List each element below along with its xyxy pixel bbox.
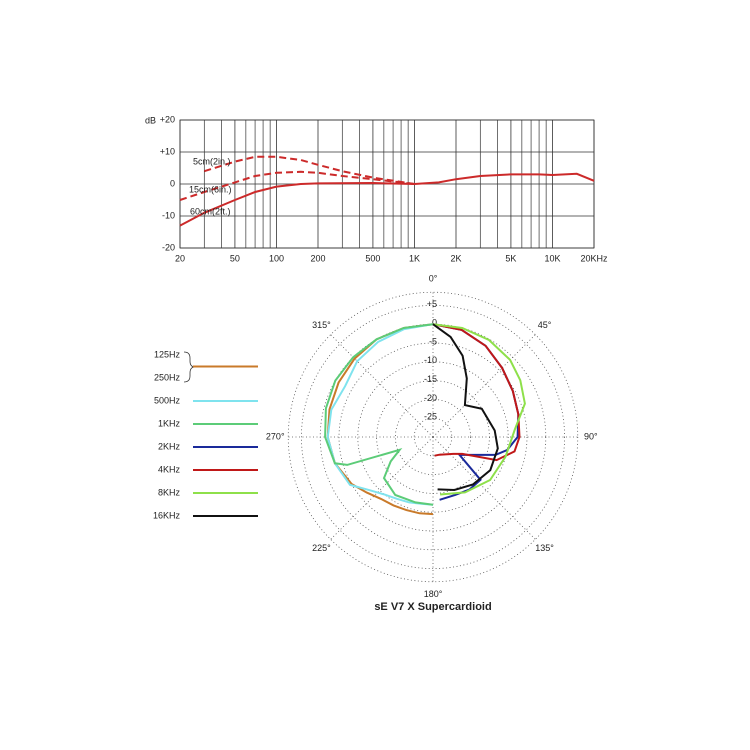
y-tick-label: -10 bbox=[162, 210, 175, 220]
polar-line bbox=[432, 323, 526, 496]
theta-tick-label: 225° bbox=[312, 543, 331, 553]
legend-label: 250Hz bbox=[154, 372, 181, 382]
series-label: 5cm(2in.) bbox=[193, 156, 231, 166]
polar-frame bbox=[287, 291, 579, 583]
theta-tick-label: 45° bbox=[538, 320, 552, 330]
x-tick-label: 2K bbox=[450, 253, 461, 263]
legend-label: 16KHz bbox=[153, 510, 181, 520]
legend-label: 4KHz bbox=[158, 464, 181, 474]
grid-spoke bbox=[432, 436, 536, 540]
theta-tick-label: 135° bbox=[535, 543, 554, 553]
polar-line bbox=[326, 323, 434, 516]
x-tick-label: 50 bbox=[230, 253, 240, 263]
grid-ring bbox=[413, 417, 453, 457]
grid-spoke bbox=[330, 436, 434, 540]
y-tick-label: +20 bbox=[160, 114, 175, 124]
y-tick-label: +10 bbox=[160, 146, 175, 156]
r-tick-label: 0 bbox=[432, 318, 437, 328]
theta-tick-label: 180° bbox=[424, 589, 443, 599]
response-line bbox=[179, 172, 595, 227]
x-tick-label: 200 bbox=[310, 253, 325, 263]
y-tick-label: -20 bbox=[162, 242, 175, 252]
x-tick-label: 500 bbox=[365, 253, 380, 263]
response-line bbox=[204, 155, 415, 185]
r-tick-label: -15 bbox=[424, 374, 437, 384]
y-axis-label: dB bbox=[145, 115, 156, 125]
x-tick-label: 5K bbox=[505, 253, 516, 263]
y-tick-label: 0 bbox=[170, 178, 175, 188]
theta-tick-label: 0° bbox=[429, 274, 438, 284]
grid-ring bbox=[300, 304, 566, 570]
r-tick-label: -10 bbox=[424, 355, 437, 365]
series-label: 60cm(2ft.) bbox=[190, 206, 231, 216]
legend-label: 8KHz bbox=[158, 487, 181, 497]
x-tick-label: 100 bbox=[269, 253, 284, 263]
grid-ring bbox=[394, 398, 471, 475]
grid-spoke bbox=[432, 334, 536, 438]
polar-line bbox=[324, 323, 434, 506]
legend-label: 500Hz bbox=[154, 395, 181, 405]
r-tick-label: -20 bbox=[424, 393, 437, 403]
legend-label: 125Hz bbox=[154, 349, 181, 359]
legend-label: 1KHz bbox=[158, 418, 181, 428]
grid-ring bbox=[357, 361, 509, 513]
response-line bbox=[179, 170, 415, 201]
theta-tick-label: 270° bbox=[266, 431, 285, 441]
theta-tick-label: 315° bbox=[312, 320, 331, 330]
x-tick-label: 20 bbox=[175, 253, 185, 263]
r-tick-label: -25 bbox=[424, 412, 437, 422]
x-tick-label: 10K bbox=[544, 253, 560, 263]
x-tick-label: 1K bbox=[409, 253, 420, 263]
polar-line bbox=[432, 323, 499, 492]
r-tick-label: -5 bbox=[429, 336, 437, 346]
polar-line bbox=[432, 323, 521, 462]
polar-line bbox=[326, 323, 434, 506]
series-label: 15cm(6in.) bbox=[189, 184, 232, 194]
chart-title: sE V7 X Supercardioid bbox=[374, 601, 491, 613]
theta-tick-label: 90° bbox=[584, 431, 598, 441]
x-tick-label: 20KHz bbox=[580, 253, 608, 263]
grid-ring bbox=[338, 342, 528, 532]
legend-label: 2KHz bbox=[158, 441, 181, 451]
r-tick-label: +5 bbox=[427, 299, 437, 309]
